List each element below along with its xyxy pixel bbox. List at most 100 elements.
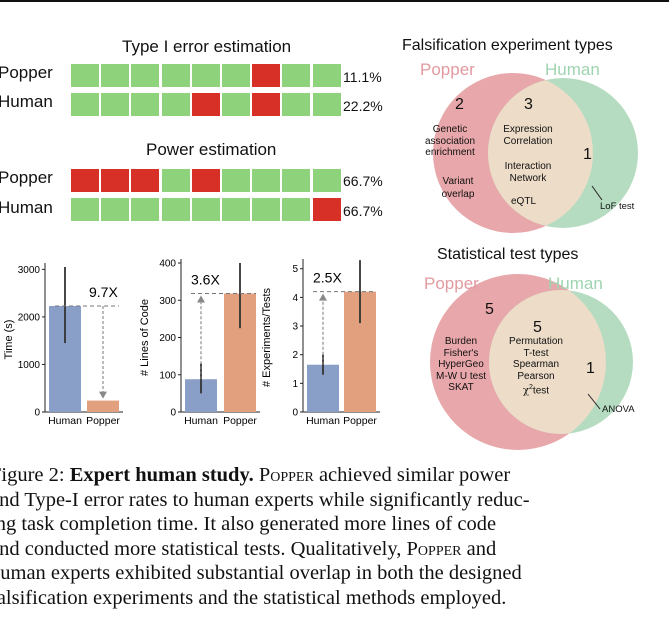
type1-popper-cell <box>71 64 99 87</box>
y-tick-label: 5 <box>292 264 298 275</box>
type1-title: Type I error estimation <box>122 37 292 56</box>
type1-popper-cell <box>282 64 311 87</box>
power-human-cell <box>101 198 130 221</box>
y-tick-label: 2000 <box>18 312 41 323</box>
venn1-popper-name: Popper <box>420 60 475 79</box>
type1-human-cell <box>101 93 130 116</box>
caption-line-4: and conducted more statistical tests. Qu… <box>0 537 497 560</box>
caption-line-3: ing task completion time. It also genera… <box>0 513 497 535</box>
venn2-overlap-count: 5 <box>533 319 542 336</box>
venn2-human-count: 1 <box>586 360 595 377</box>
power-popper-cell <box>161 169 190 192</box>
y-axis-label: # Experiments/Tests <box>261 287 273 387</box>
x-tick-label: Popper <box>86 415 120 427</box>
venn2-diagram <box>430 274 633 450</box>
x-tick-label: Popper <box>223 415 257 427</box>
venn1-human-item: LoF test <box>600 201 635 212</box>
venn1-overlap-items: Expression Correlation <box>503 124 553 147</box>
power-popper-cell <box>282 169 311 192</box>
y-tick-label: 0 <box>170 408 176 419</box>
type1-human-cell <box>252 93 281 116</box>
experiments-bar-chart: 0 1 2 3 4 5 # Experiments/Tests Human Popper 2.5X <box>261 259 380 427</box>
y-tick-label: 3000 <box>18 265 41 276</box>
x-tick-label: Popper <box>343 415 377 427</box>
type1-human-cell <box>191 93 220 116</box>
venn2-human-name: Human <box>548 274 603 293</box>
power-popper-cell <box>312 169 341 192</box>
caption-line-5: human experts exhibited substantial over… <box>0 562 522 584</box>
fold-change-annotation: 9.7X <box>89 284 118 300</box>
type1-popper-cell <box>252 64 281 87</box>
time-bar-chart: 0 1000 2000 3000 Time (s) Human Popper 9.7X <box>3 263 123 427</box>
type1-human-cell <box>282 93 311 116</box>
type1-popper-cell <box>222 64 250 87</box>
figure-caption: Figure 2: Expert human study. Popper ach… <box>0 463 669 610</box>
y-axis-label: Time (s) <box>3 320 15 360</box>
y-tick-label: 2 <box>292 350 298 361</box>
venn1-popper-items: Genetic association enrichment <box>424 124 476 158</box>
power-popper-label: Popper <box>0 168 53 187</box>
y-axis-label: # Lines of Code <box>139 299 151 376</box>
type1-popper-cell <box>131 64 160 87</box>
power-popper-cell <box>191 169 220 192</box>
power-human-cell <box>252 198 281 221</box>
chi-square-test-label: χ2test <box>522 384 550 397</box>
y-tick-label: 200 <box>159 333 176 344</box>
x-tick-label: Human <box>48 415 82 427</box>
power-human-cell <box>282 198 311 221</box>
x-tick-label: Human <box>306 415 340 427</box>
top-rule <box>0 0 669 2</box>
y-tick-label: 1000 <box>18 360 41 371</box>
venn2-popper-items: Burden Fisher's HyperGeo M-W U test SKAT <box>436 336 486 394</box>
power-popper-rate: 66.7% <box>343 173 383 189</box>
power-human-label: Human <box>0 198 53 217</box>
caption-line-1: Figure 2: Expert human study. Popper ach… <box>0 464 511 486</box>
power-popper-cell <box>222 169 250 192</box>
venn1-diagram <box>433 73 638 233</box>
arrow-head <box>197 295 205 303</box>
power-human-cell <box>71 198 99 221</box>
type1-human-cell <box>312 93 341 116</box>
venn1-human-count: 1 <box>583 146 592 163</box>
type1-human-cell <box>131 93 160 116</box>
venn1-overlap-count: 3 <box>524 96 533 113</box>
power-human-rate: 66.7% <box>343 203 383 219</box>
type1-human-cell <box>161 93 190 116</box>
venn2-overlap-items: Permutation T-test Spearman Pearson χ2test <box>503 336 569 397</box>
bar-popper <box>87 400 119 412</box>
power-human-cell <box>191 198 220 221</box>
caption-line-2: and Type-I error rates to human experts … <box>0 488 530 511</box>
fold-change-annotation: 3.6X <box>191 272 220 288</box>
arrow-head <box>319 293 327 301</box>
venn1-leader-line <box>591 185 603 201</box>
venn2-title: Statistical test types <box>437 246 579 263</box>
venn2-leader-line <box>587 393 601 410</box>
y-tick-label: 0 <box>292 408 298 419</box>
y-tick-label: 3 <box>292 322 298 333</box>
power-human-cell <box>131 198 160 221</box>
y-tick-label: 1 <box>292 379 298 390</box>
type1-popper-label: Popper <box>0 63 53 82</box>
power-popper-cell <box>131 169 160 192</box>
power-popper-cell <box>252 169 281 192</box>
venn1-overlap-items-2: Interaction Network <box>504 161 552 184</box>
type1-popper-cell <box>191 64 220 87</box>
power-human-cell <box>222 198 250 221</box>
type1-popper-cell <box>101 64 130 87</box>
type1-popper-cell <box>161 64 190 87</box>
type1-human-cell <box>71 93 99 116</box>
y-tick-label: 300 <box>159 296 176 307</box>
x-tick-label: Human <box>184 415 218 427</box>
venn2-popper-name: Popper <box>424 274 479 293</box>
loc-bar-chart: 0 100 200 300 400 # Lines of Code Human Popper 3… <box>139 259 260 427</box>
venn1-overlap-items-3: eQTL <box>511 196 537 207</box>
y-tick-label: 0 <box>34 408 40 419</box>
venn1-human-name: Human <box>545 60 600 79</box>
y-tick-label: 100 <box>159 370 176 381</box>
venn2-overlap-region <box>489 290 606 434</box>
arrow-head <box>99 391 107 399</box>
venn1-overlap-region <box>488 78 593 228</box>
power-popper-cell <box>101 169 130 192</box>
venn2-human-item: ANOVA <box>602 404 635 415</box>
power-title: Power estimation <box>146 140 277 159</box>
